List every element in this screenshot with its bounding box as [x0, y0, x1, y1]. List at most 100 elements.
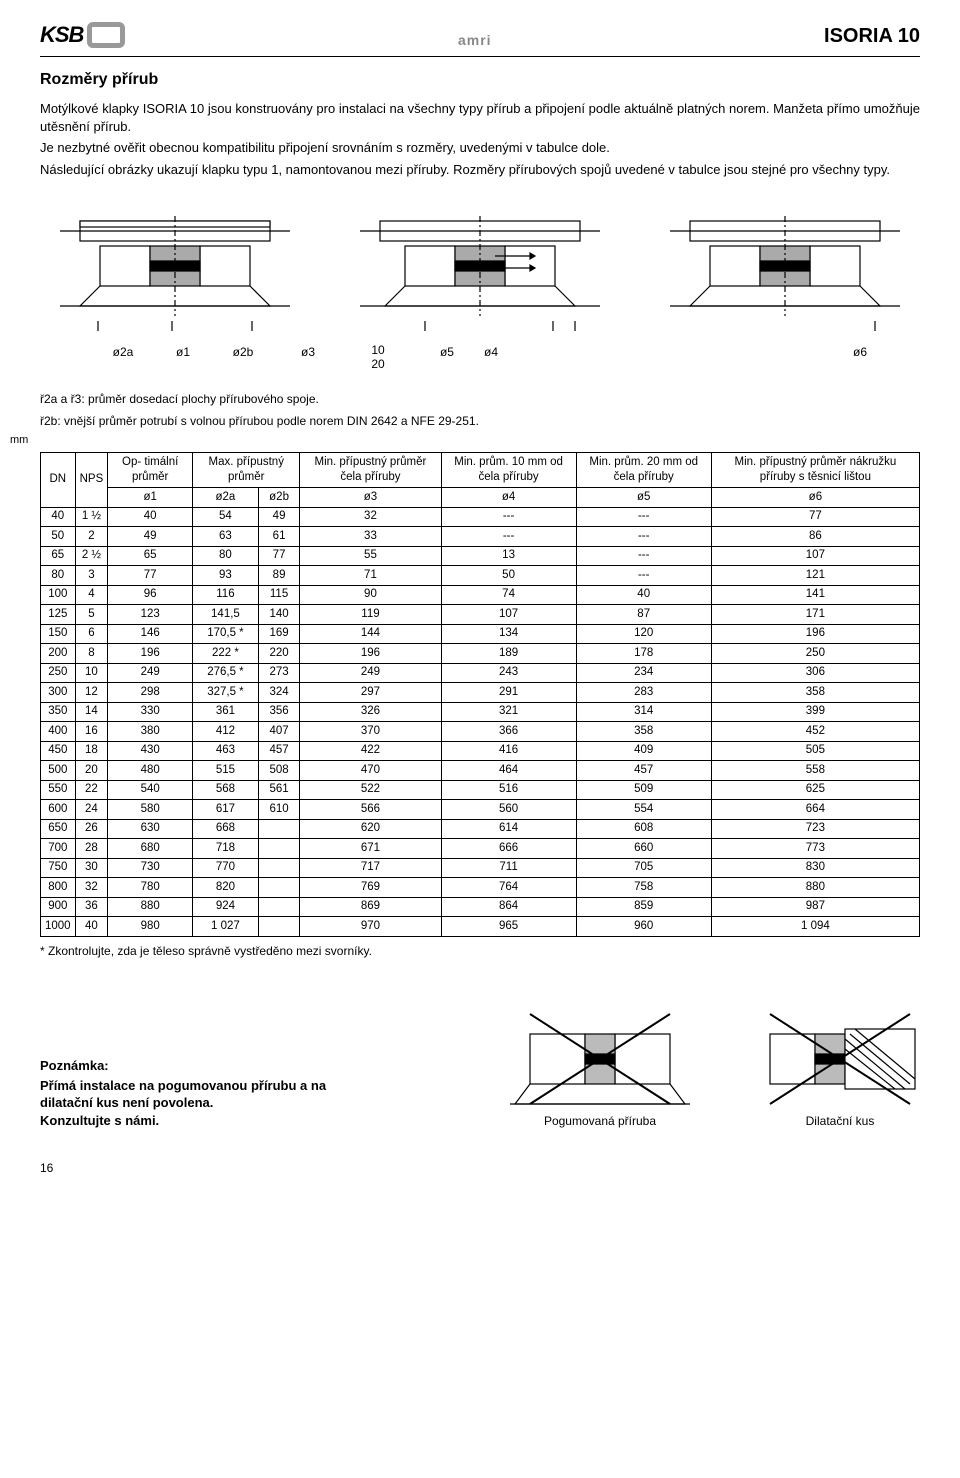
th-o1: ø1 [108, 488, 193, 508]
cell-o2a: 412 [193, 722, 259, 742]
cell-o2b: 407 [258, 722, 300, 742]
cell-o4: 864 [441, 897, 576, 917]
cell-o2a: 1 027 [193, 917, 259, 937]
cell-o6: 358 [711, 683, 919, 703]
cell-o2b: 356 [258, 702, 300, 722]
cell-o6: 306 [711, 663, 919, 683]
flange-diagram-2 [335, 206, 625, 336]
cell-o4: 321 [441, 702, 576, 722]
table-row: 2008196222 *220196189178250 [41, 644, 920, 664]
cell-o6: 558 [711, 761, 919, 781]
cell-o3: 326 [300, 702, 441, 722]
cell-o4: 416 [441, 741, 576, 761]
cell-o5: 120 [576, 624, 711, 644]
paragraph-3: Následující obrázky ukazují klapku typu … [40, 161, 920, 179]
paragraph-2: Je nezbytné ověřit obecnou kompatibilitu… [40, 139, 920, 157]
cell-o5: --- [576, 566, 711, 586]
th-o2b: ø2b [258, 488, 300, 508]
cell-dn: 400 [41, 722, 76, 742]
cell-o4: --- [441, 527, 576, 547]
cell-o3: 119 [300, 605, 441, 625]
table-row: 1506146170,5 *169144134120196 [41, 624, 920, 644]
label-o3: ø3 [268, 344, 348, 370]
cell-o3: 970 [300, 917, 441, 937]
cell-o1: 430 [108, 741, 193, 761]
cell-o1: 49 [108, 527, 193, 547]
cell-nps: 32 [75, 878, 108, 898]
cell-o2b: 89 [258, 566, 300, 586]
cell-o1: 146 [108, 624, 193, 644]
note-heading: Poznámka: [40, 1057, 340, 1075]
th-max: Max. přípustný průměr [193, 453, 300, 488]
th-o4: ø4 [441, 488, 576, 508]
cell-o4: 50 [441, 566, 576, 586]
th-o6: ø6 [711, 488, 919, 508]
cell-o2a: 170,5 * [193, 624, 259, 644]
cell-o4: 243 [441, 663, 576, 683]
cell-o6: 723 [711, 819, 919, 839]
cell-o3: 522 [300, 780, 441, 800]
fig2-caption: Dilatační kus [760, 1113, 920, 1129]
cell-o2a: 141,5 [193, 605, 259, 625]
cell-o3: 869 [300, 897, 441, 917]
cell-o2a: 515 [193, 761, 259, 781]
cell-dn: 600 [41, 800, 76, 820]
note-block: Poznámka: Přímá instalace na pogumovanou… [40, 1009, 920, 1129]
cell-nps: 14 [75, 702, 108, 722]
label-o4: ø4 [484, 344, 498, 370]
cell-o6: 625 [711, 780, 919, 800]
cell-dn: 500 [41, 761, 76, 781]
cell-o5: 234 [576, 663, 711, 683]
dimensions-table: DN NPS Op- timální průměr Max. přípustný… [40, 452, 920, 937]
cell-o2a: 93 [193, 566, 259, 586]
cell-dn: 80 [41, 566, 76, 586]
table-row: 652 ½6580775513---107 [41, 546, 920, 566]
flange-diagrams [40, 206, 920, 336]
cell-dn: 750 [41, 858, 76, 878]
label-10: 10 [371, 343, 384, 357]
cell-nps: 18 [75, 741, 108, 761]
cell-o2b [258, 897, 300, 917]
cell-o4: 134 [441, 624, 576, 644]
table-row: 1000409801 0279709659601 094 [41, 917, 920, 937]
cell-o6: 171 [711, 605, 919, 625]
cell-o1: 480 [108, 761, 193, 781]
cell-o1: 77 [108, 566, 193, 586]
th-min-nak: Min. přípustný průměr nákružku příruby s… [711, 453, 919, 488]
cell-o2a: 668 [193, 819, 259, 839]
cell-o4: 614 [441, 819, 576, 839]
cell-o5: 314 [576, 702, 711, 722]
cell-o2a: 463 [193, 741, 259, 761]
cell-o1: 123 [108, 605, 193, 625]
footnote-2: ř2b: vnější průměr potrubí s volnou přír… [40, 413, 920, 429]
table-row: 70028680718671666660773 [41, 839, 920, 859]
cell-o2b: 457 [258, 741, 300, 761]
cell-dn: 450 [41, 741, 76, 761]
cell-o2b: 324 [258, 683, 300, 703]
footnote-1: ř2a a ř3: průměr dosedací plochy přírubo… [40, 391, 920, 407]
cell-o6: 196 [711, 624, 919, 644]
cell-o4: 107 [441, 605, 576, 625]
cell-o5: --- [576, 507, 711, 527]
cell-o4: 74 [441, 585, 576, 605]
cell-nps: 4 [75, 585, 108, 605]
cell-o2b [258, 819, 300, 839]
cell-o1: 780 [108, 878, 193, 898]
cell-o5: 608 [576, 819, 711, 839]
note-text: Poznámka: Přímá instalace na pogumovanou… [40, 1057, 340, 1129]
cell-o5: 705 [576, 858, 711, 878]
fig1-caption: Pogumovaná příruba [510, 1113, 690, 1129]
cell-o6: 250 [711, 644, 919, 664]
cell-o5: 859 [576, 897, 711, 917]
cell-o2a: 718 [193, 839, 259, 859]
cell-o2a: 80 [193, 546, 259, 566]
cell-o3: 671 [300, 839, 441, 859]
cell-o4: 764 [441, 878, 576, 898]
cell-o3: 370 [300, 722, 441, 742]
cell-o2a: 568 [193, 780, 259, 800]
cell-o2a: 820 [193, 878, 259, 898]
cell-o3: 297 [300, 683, 441, 703]
th-min10: Min. prům. 10 mm od čela příruby [441, 453, 576, 488]
label-o6: ø6 [830, 344, 890, 370]
cell-o5: --- [576, 527, 711, 547]
